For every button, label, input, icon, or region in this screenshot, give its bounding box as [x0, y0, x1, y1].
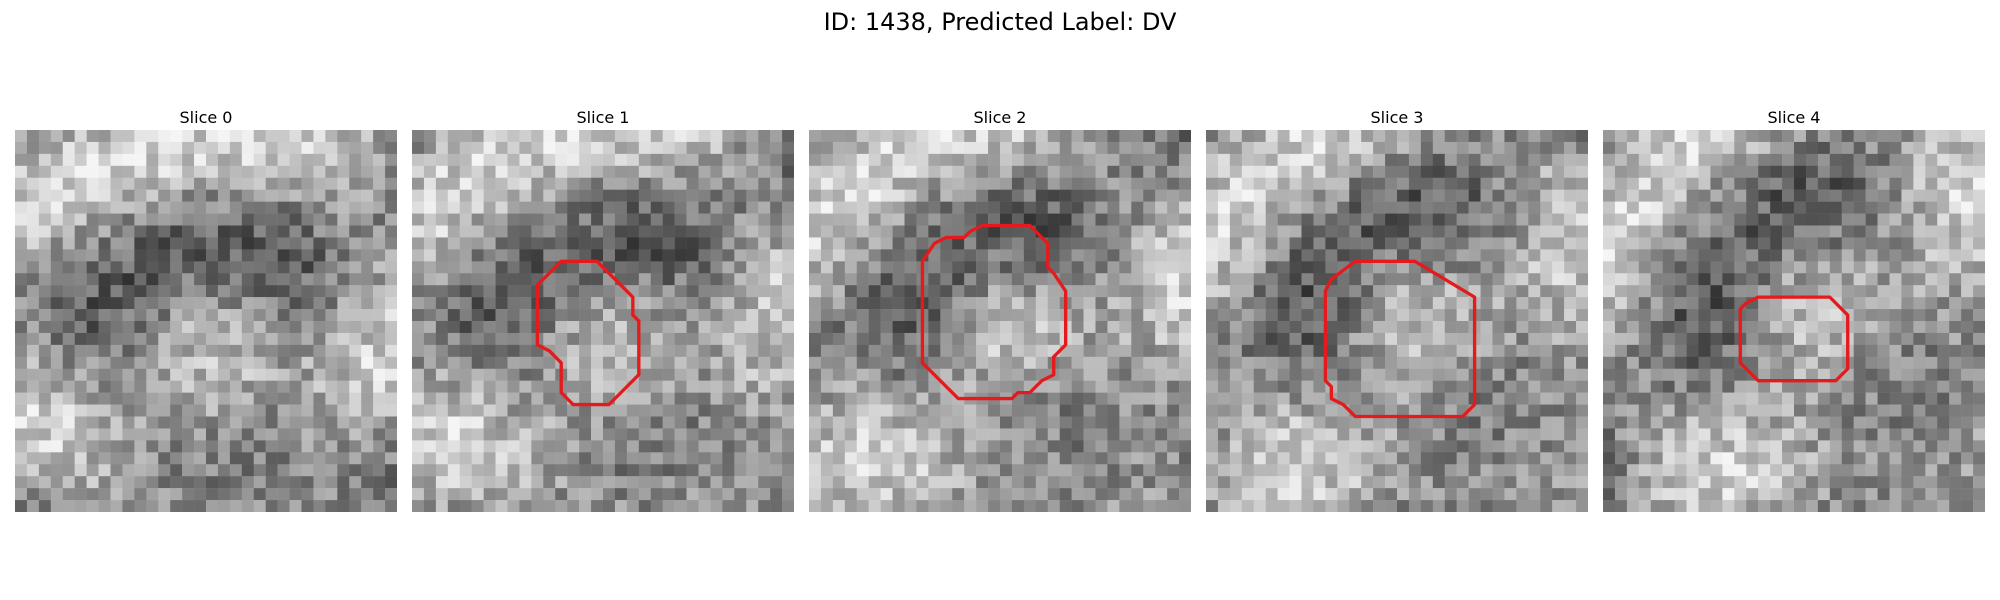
slice-image-4 [1603, 130, 1985, 512]
slice-panel-1: Slice 1 [412, 108, 794, 512]
grayscale-noise-image [809, 130, 1191, 512]
slice-title: Slice 0 [179, 108, 233, 127]
grayscale-noise-image [1206, 130, 1588, 512]
grayscale-noise-image [1603, 130, 1985, 512]
slice-image-1 [412, 130, 794, 512]
slice-image-0 [15, 130, 397, 512]
slice-panel-2: Slice 2 [809, 108, 1191, 512]
slice-title: Slice 3 [1370, 108, 1424, 127]
slice-panel-3: Slice 3 [1206, 108, 1588, 512]
figure-title: ID: 1438, Predicted Label: DV [823, 8, 1177, 36]
slice-title: Slice 1 [576, 108, 630, 127]
slice-panel-0: Slice 0 [15, 108, 397, 512]
slice-title: Slice 4 [1767, 108, 1821, 127]
segmentation-contour [535, 259, 641, 407]
segmentation-contour [1323, 259, 1477, 419]
grayscale-noise-image [412, 130, 794, 512]
slice-image-2 [809, 130, 1191, 512]
segmentation-contour [920, 223, 1068, 401]
grayscale-noise-image [15, 130, 397, 512]
slice-title: Slice 2 [973, 108, 1027, 127]
segmentation-contour [1738, 295, 1850, 383]
slice-image-3 [1206, 130, 1588, 512]
slice-panel-4: Slice 4 [1603, 108, 1985, 512]
